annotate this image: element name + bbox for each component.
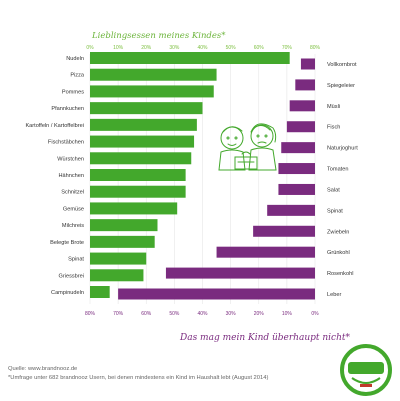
disliked-bar <box>295 79 315 91</box>
disliked-category-label: Zwiebeln <box>327 229 349 235</box>
source-note: Quelle: www.brandnooz.de <box>8 366 78 372</box>
disliked-category-label: Spiegeleier <box>327 83 355 89</box>
favorite-bar <box>90 235 155 248</box>
favorite-bar <box>90 68 217 81</box>
bottom-axis-ticks: 80% 70% 60% 50% 40% 30% 20% 10% 0% <box>85 311 319 317</box>
favorite-bar <box>90 219 158 232</box>
top-axis-ticks: 0% 10% 20% 30% 40% 50% 60% 70% 80% <box>86 45 320 51</box>
favorite-bar <box>90 169 186 181</box>
favorite-category-label: Fischstäbchen <box>48 140 84 146</box>
favorite-category-label: Hähnchen <box>58 173 84 179</box>
disliked-category-label: Leber <box>327 292 341 298</box>
disliked-bar <box>216 246 315 258</box>
favorite-bar <box>90 269 144 282</box>
top-tick-label: 10% <box>113 45 124 51</box>
favorite-category-label: Pfannkuchen <box>51 106 84 112</box>
bottom-tick-label: 30% <box>226 311 237 317</box>
favorite-category-label: Griessbrei <box>59 273 85 279</box>
favorite-category-label: Würstchen <box>57 156 84 162</box>
top-tick-label: 50% <box>226 45 237 51</box>
top-tick-label: 70% <box>282 45 293 51</box>
disliked-category-label: Naturjoghurt <box>327 146 358 152</box>
disliked-bar <box>165 267 315 279</box>
bottom-tick-label: 0% <box>311 311 319 317</box>
top-tick-label: 20% <box>141 45 152 51</box>
favorite-bar <box>90 118 197 131</box>
favorite-bar <box>90 85 214 98</box>
disliked-category-label: Salat <box>327 187 340 193</box>
favorite-category-label: Pommes <box>62 89 84 95</box>
top-chart-title: Lieblingsessen meines Kindes* <box>91 31 226 41</box>
disliked-category-label: Rosenkohl <box>327 271 353 277</box>
favorite-bar <box>90 202 178 215</box>
bottom-tick-label: 60% <box>141 311 152 317</box>
favorite-bar <box>90 102 203 115</box>
survey-footnote: *Umfrage unter 682 brandnooz Usern, bei … <box>8 375 269 381</box>
disliked-category-label: Vollkornbrot <box>327 62 357 68</box>
disliked-bar <box>286 121 315 133</box>
disliked-bar <box>278 183 315 195</box>
disliked-bar <box>118 288 315 300</box>
bottom-tick-label: 10% <box>282 311 293 317</box>
disliked-foods-bars: Vollkornbrot Spiegeleier Müsli Fisch Naturjo… <box>118 58 358 300</box>
favorite-bar <box>90 152 192 165</box>
logo-badge-icon <box>340 344 392 396</box>
favorite-category-label: Nudeln <box>66 56 84 62</box>
disliked-bar <box>267 204 315 216</box>
favorite-category-label: Belegte Brote <box>50 240 84 246</box>
disliked-bar <box>289 100 315 112</box>
bottom-tick-label: 80% <box>85 311 96 317</box>
bottom-tick-label: 40% <box>197 311 208 317</box>
bottom-tick-label: 20% <box>254 311 265 317</box>
disliked-category-label: Tomaten <box>327 167 348 173</box>
favorite-bar <box>90 286 110 298</box>
disliked-category-label: Müsli <box>327 104 340 110</box>
top-tick-label: 80% <box>310 45 321 51</box>
favorite-category-label: Spinat <box>68 257 84 263</box>
favorite-category-label: Milchreis <box>62 223 84 229</box>
favorite-category-label: Kartoffeln / Kartoffelbrei <box>25 123 84 129</box>
disliked-bar <box>281 142 315 154</box>
top-tick-label: 40% <box>197 45 208 51</box>
bottom-tick-label: 50% <box>169 311 180 317</box>
goodnooz-logo <box>340 344 392 396</box>
favorite-bar <box>90 52 290 64</box>
favorite-bar <box>90 252 147 265</box>
favorite-bar <box>90 135 195 148</box>
top-tick-label: 30% <box>169 45 180 51</box>
bottom-chart-title: Das mag mein Kind überhaupt nicht* <box>179 333 351 343</box>
disliked-category-label: Spinat <box>327 208 343 214</box>
disliked-bar <box>278 163 315 175</box>
disliked-category-label: Fisch <box>327 125 340 131</box>
disliked-bar <box>300 58 315 70</box>
disliked-bar <box>253 225 315 237</box>
kids-illustration <box>218 123 277 171</box>
favorite-category-label: Campinudeln <box>51 290 84 296</box>
favorite-bar <box>90 185 186 198</box>
favorite-category-label: Gemüse <box>63 206 84 212</box>
favorite-category-label: Schnitzel <box>61 190 84 196</box>
bottom-tick-label: 70% <box>113 311 124 317</box>
disliked-category-label: Grünkohl <box>327 250 350 256</box>
favorite-foods-bars: Nudeln Pizza Pommes Pfannkuchen Kartoffeln /… <box>25 52 290 298</box>
favorite-category-label: Pizza <box>70 73 85 79</box>
top-tick-label: 0% <box>86 45 94 51</box>
top-tick-label: 60% <box>254 45 265 51</box>
